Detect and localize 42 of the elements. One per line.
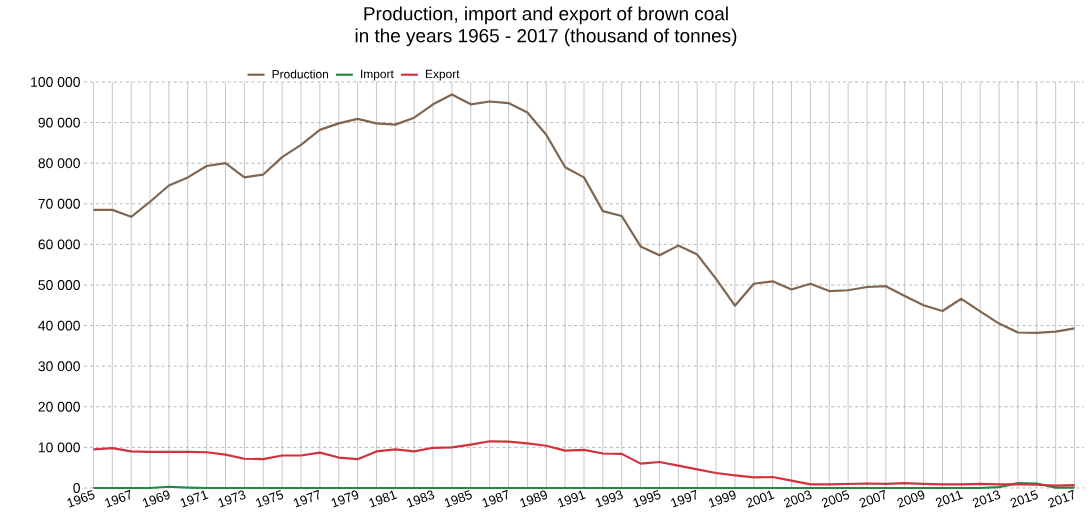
- x-tick-label: 1987: [482, 489, 508, 508]
- x-tick-label: 1977: [293, 489, 319, 508]
- x-tick-label: 1995: [633, 490, 661, 508]
- y-tick-label: 70 000: [38, 198, 80, 209]
- chart-title: Production, import and export of brown coal: [364, 6, 728, 25]
- y-tick-label: 20 000: [38, 401, 80, 412]
- x-tick-label: 2005: [821, 490, 850, 508]
- legend-label: Export: [425, 69, 460, 81]
- x-tick-label: 1981: [369, 490, 398, 508]
- y-tick-label: 80 000: [38, 158, 80, 169]
- x-tick-label: 2017: [1048, 489, 1074, 508]
- x-tick-label: 2001: [746, 490, 775, 508]
- x-tick-label: 1975: [256, 490, 284, 508]
- x-tick-label: 1985: [444, 490, 472, 508]
- x-tick-label: 2003: [783, 490, 812, 508]
- y-tick-label: 30 000: [38, 361, 80, 372]
- x-tick-label: 1983: [406, 490, 435, 508]
- line-series: [92, 93, 1076, 334]
- x-tick-label: 2011: [935, 490, 964, 508]
- x-tick-label: 1979: [331, 490, 359, 508]
- y-tick-label: 40 000: [38, 320, 80, 331]
- x-tick-label: 2015: [1010, 490, 1038, 508]
- x-tick-label: 2007: [859, 489, 885, 508]
- legend-label: Production: [272, 69, 329, 79]
- x-tick-label: 1993: [595, 490, 623, 508]
- x-tick-label: 1989: [520, 490, 548, 508]
- x-tick-label: 1971: [180, 490, 209, 508]
- x-tick-label: 1991: [557, 490, 586, 508]
- x-tick-label: 1997: [671, 489, 697, 508]
- y-tick-label: 10 000: [38, 442, 80, 453]
- legend-label: Import: [361, 69, 394, 81]
- y-tick-label: 50 000: [38, 280, 80, 290]
- x-tick-label: 1969: [142, 490, 170, 508]
- x-tick-label: 1999: [708, 490, 736, 508]
- x-tick-label: 2013: [972, 490, 1001, 508]
- x-tick-label: 2009: [897, 490, 925, 508]
- y-tick-label: 60 000: [38, 239, 80, 250]
- chart-subtitle: in the years 1965 - 2017 (thousand of tonnes): [355, 28, 737, 47]
- y-tick-label: 100 000: [31, 77, 80, 87]
- y-tick-label: 90 000: [38, 117, 80, 128]
- x-tick-label: 1973: [218, 490, 246, 508]
- x-tick-label: 1967: [105, 489, 131, 508]
